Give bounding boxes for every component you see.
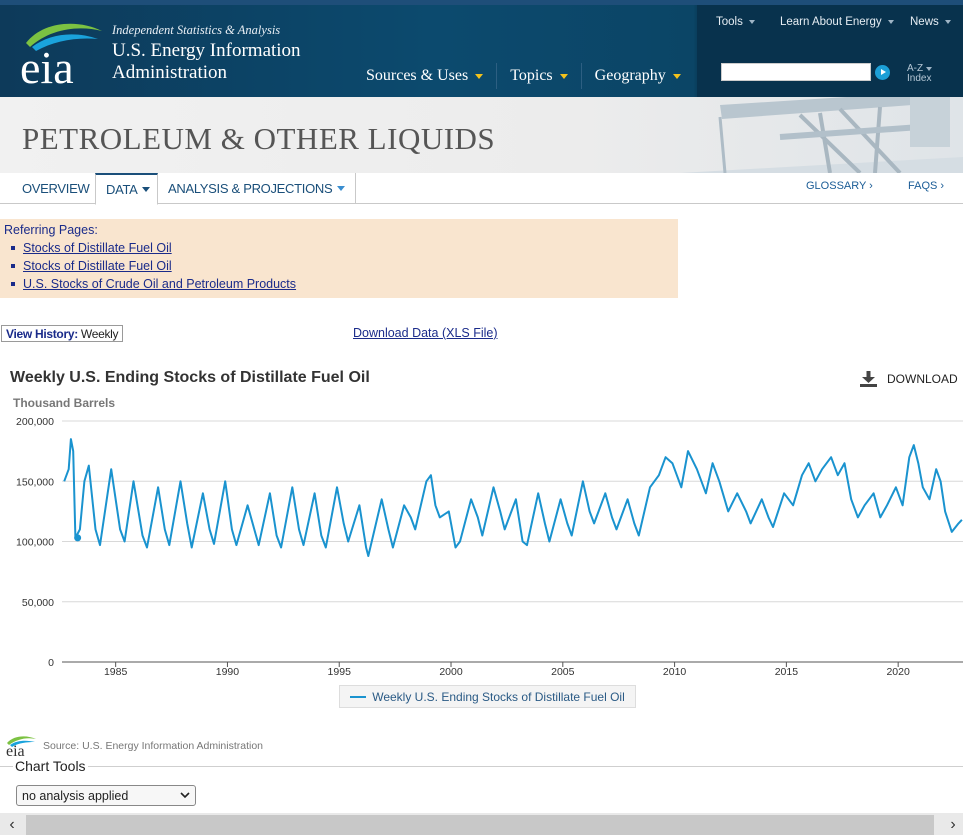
view-history-label: View History: xyxy=(6,326,78,341)
download-icon xyxy=(860,371,877,387)
main-nav: Sources & Uses Topics Geography xyxy=(353,63,694,89)
section-banner: PETROLEUM & OTHER LIQUIDS xyxy=(0,97,963,173)
az-label-index: Index xyxy=(907,73,932,84)
hover-point-marker xyxy=(74,534,82,542)
referring-link[interactable]: U.S. Stocks of Crude Oil and Petroleum P… xyxy=(23,277,297,291)
line-chart[interactable]: 0 50,000 100,000 150,000 200,000 1985 1990 1995… xyxy=(0,405,963,685)
util-label: News xyxy=(910,16,939,28)
util-learn-about-energy[interactable]: Learn About Energy xyxy=(780,16,894,28)
legend-line-swatch xyxy=(350,695,367,698)
chevron-down-icon xyxy=(926,67,933,71)
view-history-value: Weekly xyxy=(80,326,119,341)
x-tick-label: 1985 xyxy=(104,666,128,678)
chart-download-button[interactable]: DOWNLOAD xyxy=(860,371,958,387)
nav-sources-uses[interactable]: Sources & Uses xyxy=(353,63,496,89)
chart-title: Weekly U.S. Ending Stocks of Distillate … xyxy=(10,369,370,386)
chevron-down-icon xyxy=(748,20,755,24)
small-logo-wordmark: eia xyxy=(6,743,25,758)
referring-link[interactable]: Stocks of Distillate Fuel Oil xyxy=(23,259,172,273)
chart-tools: Chart Tools no analysis applied xyxy=(0,758,963,816)
nav-label: Topics xyxy=(510,67,553,84)
sub-nav: OVERVIEW DATA ANALYSIS & PROJECTIONS GLO… xyxy=(0,173,963,205)
series-line xyxy=(63,438,963,557)
y-tick-label: 150,000 xyxy=(16,476,54,488)
util-label: Learn About Energy xyxy=(780,16,882,28)
oil-pump-jack-illustration xyxy=(680,97,963,173)
list-item: Stocks of Distillate Fuel Oil xyxy=(11,257,674,275)
tagline: Independent Statistics & Analysis xyxy=(112,23,281,37)
page-title: PETROLEUM & OTHER LIQUIDS xyxy=(22,121,496,156)
x-tick-label: 2005 xyxy=(551,666,575,678)
analysis-select[interactable]: no analysis applied xyxy=(16,785,196,806)
x-tick-label: 2015 xyxy=(775,666,799,678)
top-accent-bar xyxy=(0,0,963,5)
search-input[interactable] xyxy=(721,63,871,81)
tab-label: ANALYSIS & PROJECTIONS xyxy=(168,181,333,196)
faqs-link[interactable]: FAQS › xyxy=(908,180,945,192)
utility-panel xyxy=(697,5,963,97)
list-item: U.S. Stocks of Crude Oil and Petroleum P… xyxy=(11,275,674,293)
list-item: Stocks of Distillate Fuel Oil xyxy=(11,239,674,257)
y-tick-label: 0 xyxy=(48,657,54,669)
eia-logo[interactable]: eia xyxy=(18,17,104,89)
search-go-icon[interactable] xyxy=(875,65,890,80)
referring-pages: Referring Pages: Stocks of Distillate Fu… xyxy=(0,219,678,298)
download-data-link[interactable]: Download Data (XLS File) xyxy=(353,326,498,340)
org-name-line1: U.S. Energy Information xyxy=(112,40,301,61)
util-tools[interactable]: Tools xyxy=(716,16,755,28)
chart-download-label: DOWNLOAD xyxy=(887,372,958,386)
glossary-link[interactable]: GLOSSARY › xyxy=(806,180,873,192)
tab-label: DATA xyxy=(106,182,138,197)
chevron-down-icon xyxy=(180,792,190,799)
tab-data[interactable]: DATA xyxy=(95,173,158,205)
referring-list: Stocks of Distillate Fuel Oil Stocks of … xyxy=(11,239,674,293)
chevron-down-icon xyxy=(559,73,568,79)
referring-link[interactable]: Stocks of Distillate Fuel Oil xyxy=(23,241,172,255)
horizontal-scrollbar[interactable]: ‹ › xyxy=(0,813,963,835)
eia-small-logo: eia xyxy=(6,736,36,758)
chart-tools-label: Chart Tools xyxy=(13,758,88,774)
x-tick-label: 1990 xyxy=(216,666,240,678)
x-tick-label: 1995 xyxy=(328,666,352,678)
y-tick-label: 100,000 xyxy=(16,537,54,549)
nav-label: Sources & Uses xyxy=(366,67,469,84)
tab-analysis-projections[interactable]: ANALYSIS & PROJECTIONS xyxy=(158,173,357,204)
scrollbar-thumb[interactable] xyxy=(26,815,934,835)
x-tick-label: 2000 xyxy=(439,666,463,678)
referring-title: Referring Pages: xyxy=(4,223,98,237)
scroll-left-icon[interactable]: ‹ xyxy=(9,816,15,833)
az-index-link[interactable]: A-Z Index xyxy=(907,63,933,84)
analysis-select-value: no analysis applied xyxy=(22,788,129,803)
tab-overview[interactable]: OVERVIEW xyxy=(12,173,99,204)
nav-topics[interactable]: Topics xyxy=(496,63,580,89)
chevron-down-icon xyxy=(672,73,681,79)
x-tick-label: 2020 xyxy=(886,666,910,678)
tab-label: OVERVIEW xyxy=(22,181,90,196)
y-tick-label: 200,000 xyxy=(16,416,54,428)
nav-geography[interactable]: Geography xyxy=(580,63,694,89)
chevron-down-icon xyxy=(944,20,951,24)
source-label: Source: U.S. Energy Information Administ… xyxy=(43,740,264,752)
chevron-down-icon xyxy=(141,187,150,192)
chart-legend[interactable]: Weekly U.S. Ending Stocks of Distillate … xyxy=(339,685,636,708)
util-news[interactable]: News xyxy=(910,16,951,28)
chevron-down-icon xyxy=(337,186,346,191)
org-name-line2: Administration xyxy=(112,62,228,83)
org-identity: Independent Statistics & Analysis U.S. E… xyxy=(112,23,301,82)
scroll-right-icon[interactable]: › xyxy=(950,816,956,833)
nav-label: Geography xyxy=(594,67,666,84)
util-label: Tools xyxy=(716,16,743,28)
chevron-down-icon xyxy=(887,20,894,24)
x-tick-label: 2010 xyxy=(663,666,687,678)
y-tick-label: 50,000 xyxy=(22,597,54,609)
y-axis-unit: Thousand Barrels xyxy=(13,396,116,410)
az-label: A-Z xyxy=(907,63,924,74)
view-history[interactable]: View History: Weekly xyxy=(1,325,124,342)
chevron-down-icon xyxy=(475,73,484,79)
legend-label: Weekly U.S. Ending Stocks of Distillate … xyxy=(372,689,625,704)
logo-wordmark: eia xyxy=(20,42,74,89)
chart-source: eia Source: U.S. Energy Information Admi… xyxy=(5,734,263,758)
